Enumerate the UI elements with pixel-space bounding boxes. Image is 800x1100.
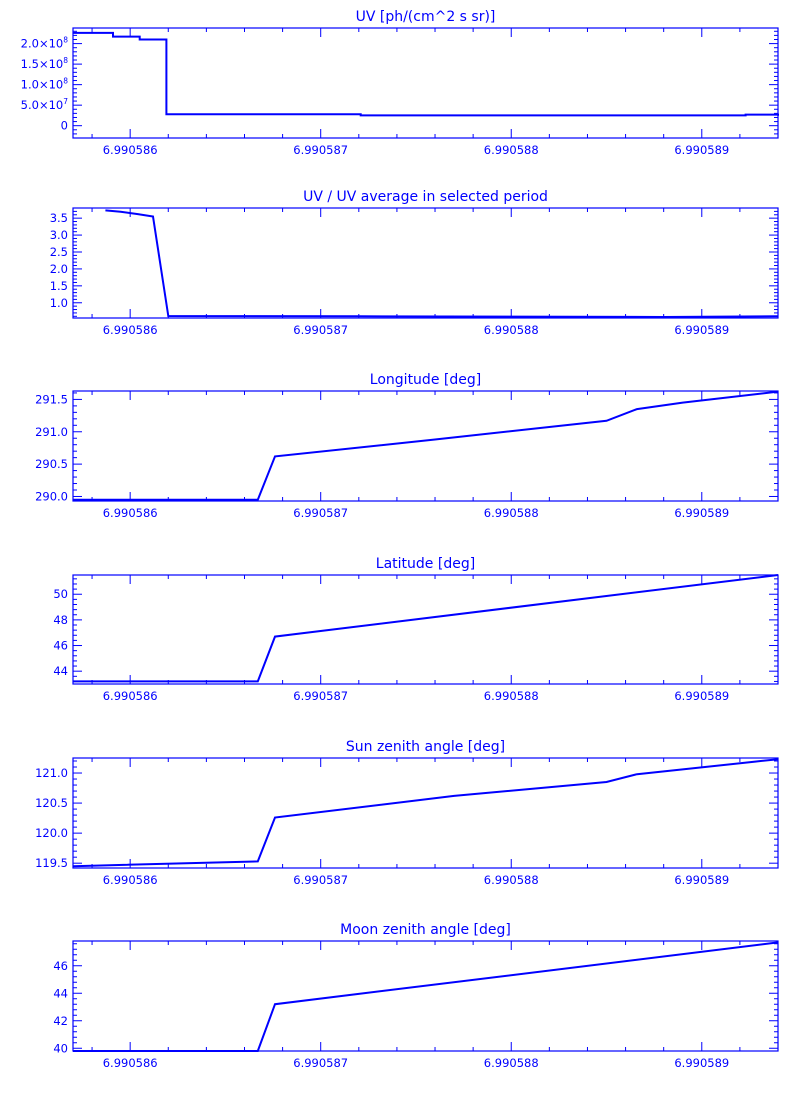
x-tick-label: 6.990587 [293,1056,348,1070]
y-tick-label: 3.0 [50,228,68,242]
y-tick-label: 0 [61,119,68,133]
chart-title: Latitude [deg] [376,556,475,572]
y-tick-label: 42 [53,1014,68,1028]
chart-panel-6: Moon zenith angle [deg] 6.990586 6.990587 6… [53,922,779,1070]
y-tick-label: 5.0×107 [21,97,69,112]
y-tick-label: 46 [53,639,68,653]
chart-title: Moon zenith angle [deg] [340,922,511,938]
y-tick-label: 3.5 [50,211,68,225]
chart-title: Sun zenith angle [deg] [346,739,505,755]
chart-panel-2: UV / UV average in selected period 6.9905… [50,189,779,337]
y-tick-label: 121.0 [35,766,68,780]
x-tick-label: 6.990588 [484,689,539,703]
x-tick-label: 6.990589 [674,873,729,887]
x-tick-label: 6.990589 [674,1056,729,1070]
series-line [72,758,779,868]
y-tick-label: 48 [53,613,68,627]
y-tick-label: 291.5 [35,392,68,406]
x-tick-label: 6.990588 [484,323,539,337]
x-tick-label: 6.990586 [103,323,158,337]
x-tick-label: 6.990588 [484,873,539,887]
x-tick-label: 6.990589 [674,506,729,520]
y-tick-label: 1.0×108 [21,77,69,92]
x-tick-label: 6.990586 [103,1056,158,1070]
y-tick-exponent: 8 [63,56,68,65]
series-line [73,941,779,1052]
y-tick-label: 46 [53,959,68,973]
x-tick-label: 6.990588 [484,1056,539,1070]
x-tick-label: 6.990586 [103,689,158,703]
y-tick-label: 120.5 [35,796,68,810]
x-tick-label: 6.990587 [293,143,348,157]
y-tick-label: 50 [53,587,68,601]
chart-title: UV [ph/(cm^2 s sr)] [356,9,496,25]
y-tick-mantissa: 2.0×10 [21,37,64,51]
chart-panel-5: Sun zenith angle [deg] 6.990586 6.990587 6.… [35,739,779,887]
y-tick-exponent: 7 [63,97,68,106]
series-line [73,31,779,117]
y-tick-mantissa: 1.5×10 [21,57,64,71]
series-line [73,574,779,683]
x-tick-label: 6.990589 [674,323,729,337]
x-tick-label: 6.990586 [103,143,158,157]
series-line [73,390,779,501]
plot-frame [72,207,779,319]
chart-panel-4: Latitude [deg] 6.990586 6.990587 6.990588 6.… [53,556,779,703]
y-tick-exponent: 8 [63,36,68,45]
y-tick-label: 1.0 [50,296,68,310]
y-tick-label: 1.5 [50,279,68,293]
x-tick-label: 6.990587 [293,873,348,887]
y-tick-label: 290.0 [35,489,68,503]
y-tick-label: 44 [53,664,68,678]
plot-frame [72,27,779,139]
y-tick-exponent: 8 [63,77,68,86]
y-tick-mantissa: 5.0×10 [21,98,64,112]
chart-title: Longitude [deg] [370,372,481,388]
x-tick-label: 6.990587 [293,689,348,703]
y-tick-mantissa: 1.0×10 [21,78,64,92]
plot-frame [72,390,779,502]
plot-frame [72,757,779,869]
x-tick-label: 6.990589 [674,143,729,157]
y-tick-label: 2.5 [50,245,68,259]
y-tick-label: 120.0 [35,826,68,840]
chart-panel-1: UV [ph/(cm^2 s sr)] 6.990586 6.990587 6.990… [21,9,779,157]
x-tick-label: 6.990589 [674,689,729,703]
y-tick-label: 290.5 [35,457,68,471]
y-tick-label: 40 [53,1041,68,1055]
x-tick-label: 6.990587 [293,323,348,337]
series-line [105,209,779,319]
y-tick-label: 2.0 [50,262,68,276]
x-tick-label: 6.990588 [484,506,539,520]
plot-frame [72,574,779,685]
y-tick-label: 119.5 [35,856,68,870]
chart-panel-3: Longitude [deg] 6.990586 6.990587 6.990588 6… [35,372,779,520]
y-tick-label: 44 [53,986,68,1000]
y-tick-label: 1.5×108 [21,56,69,71]
y-tick-label: 291.0 [35,425,68,439]
y-tick-label: 2.0×108 [21,36,69,51]
plot-frame [72,940,779,1052]
y-tick-mantissa: 0 [61,119,68,133]
x-tick-label: 6.990587 [293,506,348,520]
chart-title: UV / UV average in selected period [303,189,548,205]
x-tick-label: 6.990588 [484,143,539,157]
x-tick-label: 6.990586 [103,506,158,520]
x-tick-label: 6.990586 [103,873,158,887]
